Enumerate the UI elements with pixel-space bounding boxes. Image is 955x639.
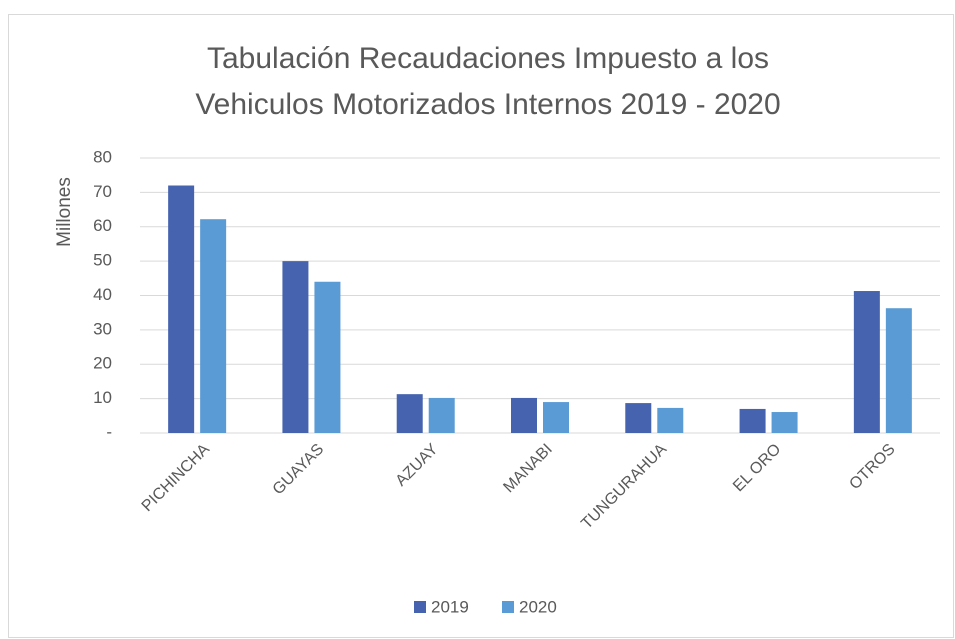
bar [168, 185, 195, 433]
y-axis-label: Millones [54, 177, 75, 247]
bar [657, 407, 684, 433]
bar [625, 403, 652, 433]
bar [739, 408, 766, 433]
bar [282, 261, 309, 433]
bar [543, 402, 569, 433]
y-tick-label: 70 [93, 182, 112, 201]
y-tick-label: 80 [93, 147, 112, 166]
legend-label: 2019 [431, 597, 469, 616]
chart-title: Tabulación Recaudaciones Impuesto a los [207, 42, 769, 75]
y-tick-label: 40 [93, 285, 112, 304]
bar [200, 219, 227, 433]
legend-swatch [414, 601, 426, 613]
bar [396, 394, 423, 433]
bar [428, 397, 455, 433]
chart-border [8, 14, 954, 638]
bar [314, 281, 341, 433]
y-tick-label: 10 [93, 388, 112, 407]
bar [511, 397, 537, 433]
y-tick-label: 20 [93, 354, 112, 373]
y-tick-label: 50 [93, 251, 112, 270]
bar [885, 308, 912, 433]
chart-title: Vehiculos Motorizados Internos 2019 - 20… [195, 88, 780, 121]
y-tick-label: 60 [93, 216, 112, 235]
bar [853, 291, 880, 433]
legend-label: 2020 [519, 597, 557, 616]
y-tick-label: - [106, 422, 112, 441]
legend-swatch [502, 601, 514, 613]
bar [771, 412, 798, 433]
y-tick-label: 30 [93, 319, 112, 338]
